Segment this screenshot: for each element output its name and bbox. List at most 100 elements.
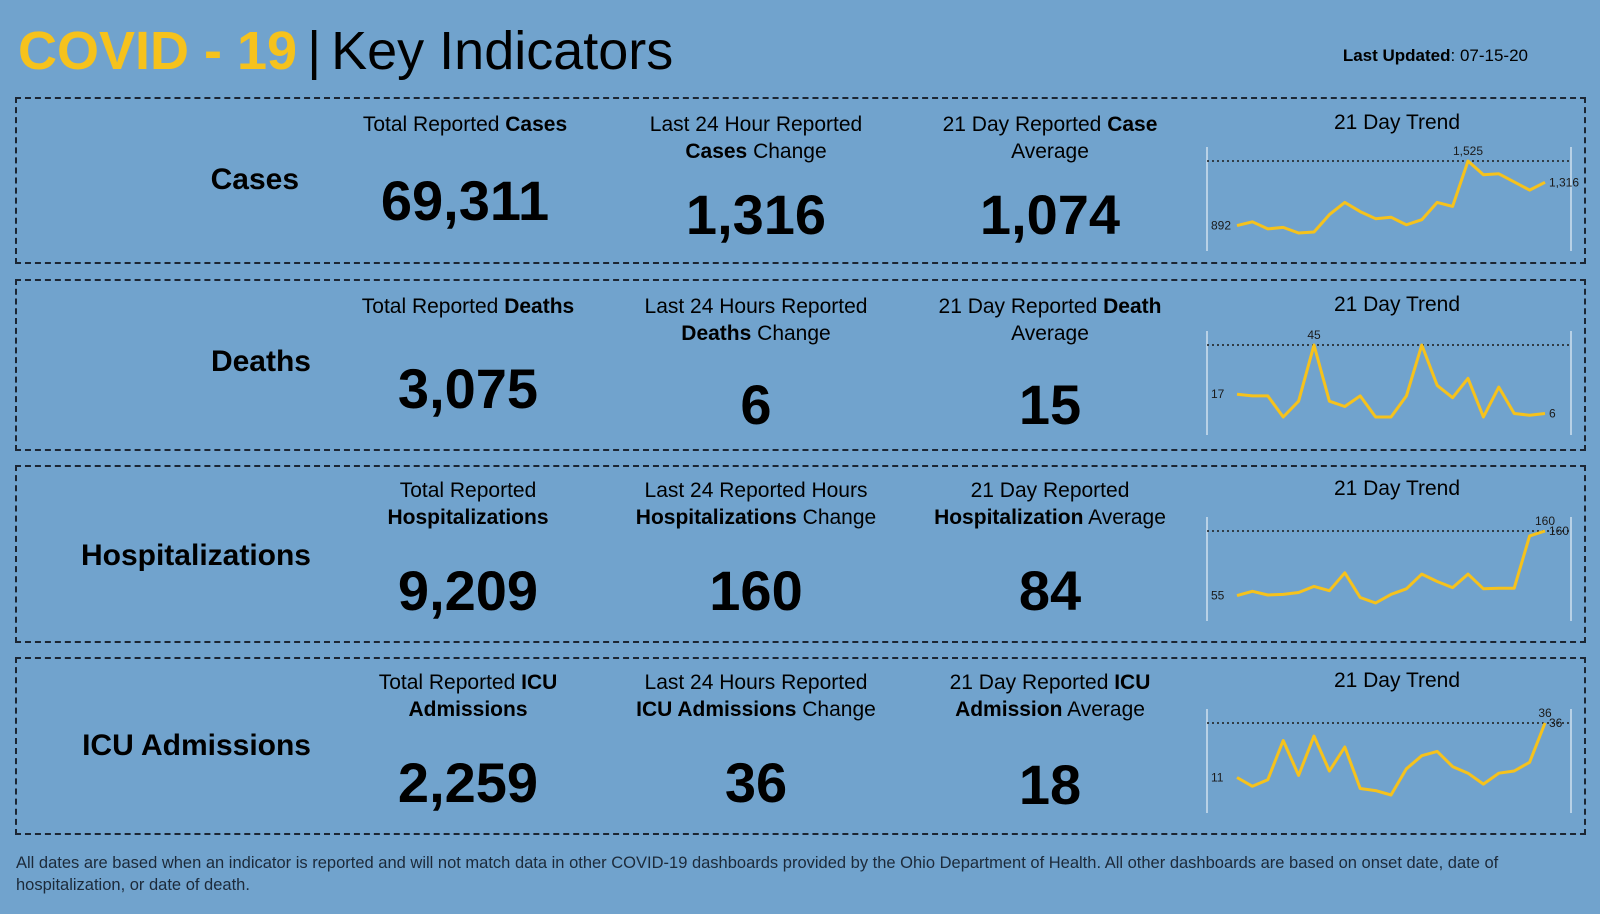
trend-line	[1236, 722, 1547, 797]
trend-end-label: 6	[1549, 406, 1556, 420]
header-bold: ICU	[521, 671, 558, 694]
average-cases-value: 1,074	[979, 183, 1121, 246]
trend-start-label: 892	[1211, 219, 1231, 233]
trend-max-label: 1,525	[1453, 144, 1483, 158]
trend-end-label: 160	[1549, 524, 1569, 538]
average-hospitalizations: 21 Day Reported Hospitalization Average 8…	[905, 477, 1195, 637]
total-cases: Total Reported Cases 69,311	[320, 111, 610, 261]
change-hospitalizations-header: Last 24 Reported Hours Hospitalizations C…	[611, 477, 901, 531]
average-hospitalizations-value: 84	[1018, 559, 1082, 622]
header-bold: ICU Admissions	[636, 698, 797, 721]
trend-start-label: 11	[1211, 771, 1224, 785]
average-deaths-header: 21 Day Reported Death Average	[905, 293, 1195, 347]
title-separator: |	[307, 21, 322, 81]
row-label-icu: ICU Admissions	[82, 729, 311, 762]
header-bold: Cases	[685, 140, 748, 163]
change-deaths-value: 6	[740, 373, 772, 436]
change-deaths: Last 24 Hours Reported Deaths Change 6	[611, 293, 901, 443]
header-line1: Total Reported	[399, 479, 537, 502]
row-label-deaths: Deaths	[210, 345, 311, 378]
total-deaths-header: Total Reported Deaths	[323, 293, 613, 320]
trend-end-label: 36	[1549, 716, 1563, 730]
page-header: COVID - 19 | Key Indicators Last Updated: …	[18, 18, 1578, 88]
trend-chart-deaths: 45 17 6	[1206, 328, 1572, 435]
change-icu: Last 24 Hours Reported ICU Admissions Cha…	[611, 669, 901, 829]
header-text: 21 Day Reported	[942, 113, 1108, 136]
total-cases-header: Total Reported Cases	[320, 111, 610, 138]
average-deaths-value: 15	[1018, 373, 1082, 436]
header-line1: 21 Day Reported	[970, 479, 1130, 502]
trend-header: 21 Day Trend	[1333, 477, 1461, 500]
total-deaths: Total Reported Deaths 3,075	[323, 293, 613, 443]
header-bold: Hospitalizations	[635, 506, 797, 529]
icu-panel: ICU Admissions Total Reported ICU Admissi…	[15, 657, 1586, 835]
change-cases-header: Last 24 Hour Reported Cases Change	[611, 111, 901, 165]
trend-start-label: 55	[1211, 589, 1225, 603]
trend-line	[1236, 159, 1546, 235]
total-deaths-value: 3,075	[397, 357, 539, 420]
header-line2: Average	[1011, 140, 1089, 163]
header-bold: Cases	[505, 113, 568, 136]
title-rest: Key Indicators	[331, 21, 674, 81]
trend-chart-hospitalizations: 160 55 160	[1206, 514, 1572, 621]
header-bold: Hospitalizations	[387, 506, 549, 529]
trend-deaths: 21 Day Trend 45 17 6	[1206, 293, 1587, 443]
header-bold: Hospitalization	[934, 506, 1084, 529]
average-deaths: 21 Day Reported Death Average 15	[905, 293, 1195, 443]
page-title: COVID - 19 | Key Indicators	[18, 24, 673, 78]
total-hospitalizations-value: 9,209	[397, 559, 539, 622]
change-icu-header: Last 24 Hours Reported ICU Admissions Cha…	[611, 669, 901, 723]
header-text-line2: Average	[1062, 698, 1145, 721]
trend-chart-cases: 1,525 892 1,316	[1206, 144, 1579, 251]
hospitalizations-panel: Hospitalizations Total Reported Hospitali…	[15, 465, 1586, 643]
header-bold: Case	[1107, 113, 1158, 136]
trend-line	[1236, 343, 1546, 419]
title-highlight: COVID - 19	[18, 21, 298, 81]
trend-end-label: 1,316	[1549, 175, 1579, 189]
header-text: Change	[747, 140, 827, 163]
average-icu-header: 21 Day Reported ICU Admission Average	[905, 669, 1195, 723]
average-cases-header: 21 Day Reported Case Average	[905, 111, 1195, 165]
header-line1: Last 24 Reported Hours	[644, 479, 868, 502]
trend-cases: 21 Day Trend 1,525 892 1,316	[1206, 111, 1587, 261]
trend-chart-icu: 36 11 36	[1206, 706, 1572, 813]
trend-icu: 21 Day Trend 36 11 36	[1206, 669, 1587, 829]
deaths-panel: Deaths Total Reported Deaths 3,075 Last …	[15, 279, 1586, 451]
total-hospitalizations: Total Reported Hospitalizations 9,209	[323, 477, 613, 637]
change-deaths-header: Last 24 Hours Reported Deaths Change	[611, 293, 901, 347]
total-icu-header: Total Reported ICU Admissions	[323, 669, 613, 723]
cases-panel: Cases Total Reported Cases 69,311 Last 2…	[15, 97, 1586, 264]
total-cases-value: 69,311	[380, 169, 550, 232]
header-text: Total Reported	[361, 295, 505, 318]
trend-hospitalizations: 21 Day Trend 160 55 160	[1206, 477, 1587, 637]
header-text: 21 Day Reported	[949, 671, 1115, 694]
header-text: Total Reported	[362, 113, 506, 136]
total-icu: Total Reported ICU Admissions 2,259	[323, 669, 613, 829]
header-text: Change	[796, 506, 877, 529]
header-bold: ICU	[1114, 671, 1151, 694]
trend-header: 21 Day Trend	[1333, 293, 1461, 316]
change-hospitalizations: Last 24 Reported Hours Hospitalizations C…	[611, 477, 901, 637]
trend-start-label: 17	[1211, 387, 1225, 401]
last-updated-value: : 07-15-20	[1450, 46, 1529, 65]
header-bold: Deaths	[681, 322, 752, 345]
header-text: Total Reported	[378, 671, 522, 694]
last-updated: Last Updated: 07-15-20	[1343, 46, 1528, 66]
header-text: 21 Day Reported	[938, 295, 1104, 318]
trend-header: 21 Day Trend	[1333, 669, 1461, 692]
header-text: Change	[796, 698, 876, 721]
change-hospitalizations-value: 160	[709, 559, 803, 622]
average-hospitalizations-header: 21 Day Reported Hospitalization Average	[905, 477, 1195, 531]
average-cases: 21 Day Reported Case Average 1,074	[905, 111, 1195, 261]
trend-max-label: 45	[1307, 328, 1321, 342]
average-icu-value: 18	[1018, 753, 1082, 816]
footnote: All dates are based when an indicator is…	[16, 854, 1499, 894]
header-bold: Deaths	[504, 295, 575, 318]
trend-max-label: 160	[1535, 514, 1555, 528]
row-label-hospitalizations: Hospitalizations	[80, 539, 311, 572]
total-hospitalizations-header: Total Reported Hospitalizations	[323, 477, 613, 531]
average-icu: 21 Day Reported ICU Admission Average 18	[905, 669, 1195, 829]
last-updated-label: Last Updated	[1342, 46, 1451, 65]
change-cases: Last 24 Hour Reported Cases Change 1,316	[611, 111, 901, 261]
header-text: Change	[751, 322, 831, 345]
